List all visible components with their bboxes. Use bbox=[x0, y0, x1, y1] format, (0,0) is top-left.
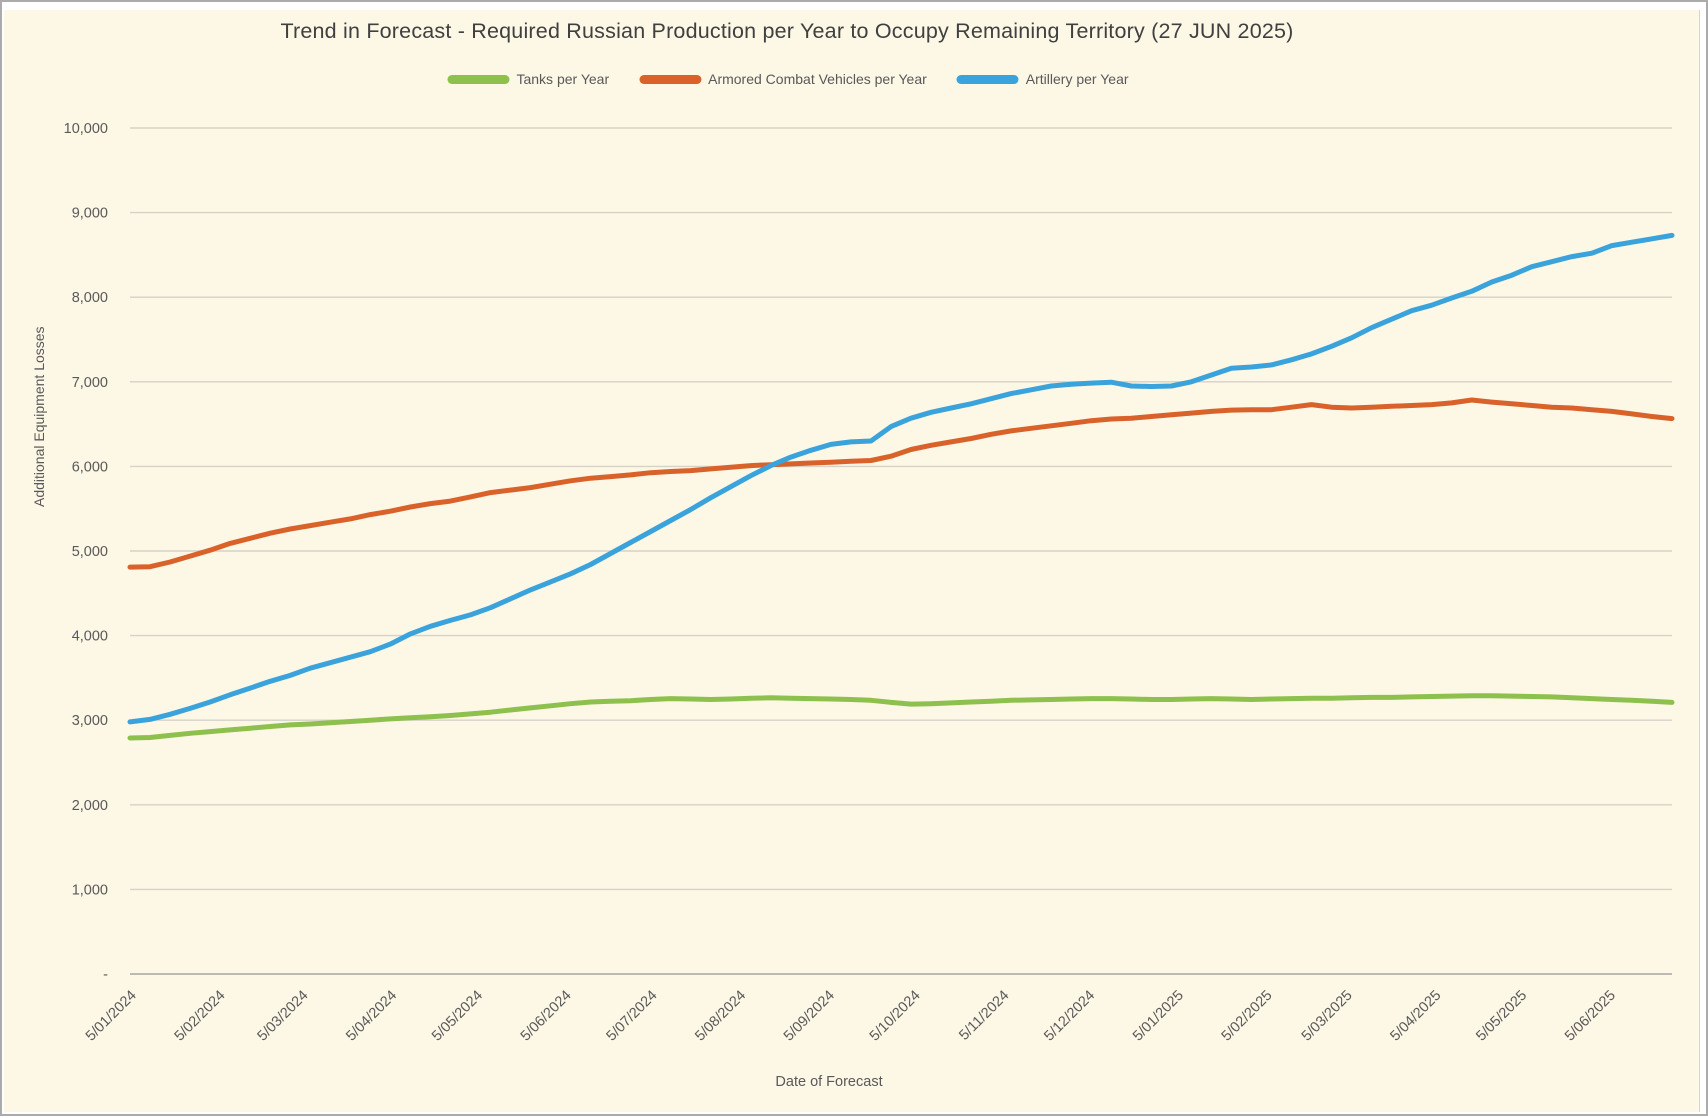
chart-legend: Tanks per Year Armored Combat Vehicles p… bbox=[447, 71, 1129, 87]
y-tick-label: - bbox=[103, 967, 108, 983]
y-tick-label: 9,000 bbox=[72, 206, 108, 222]
legend-label-acv: Armored Combat Vehicles per Year bbox=[708, 71, 927, 87]
y-tick-label: 2,000 bbox=[72, 798, 108, 814]
series-line-tanks-per-year bbox=[127, 693, 1675, 741]
x-tick-label: 5/09/2024 bbox=[781, 988, 838, 1045]
x-tick-label: 5/12/2024 bbox=[1041, 988, 1098, 1045]
y-tick-label: 4,000 bbox=[72, 629, 108, 645]
y-tick-label: 7,000 bbox=[72, 375, 108, 391]
x-tick-label: 5/03/2025 bbox=[1299, 988, 1356, 1045]
x-tick-label: 5/02/2024 bbox=[172, 988, 229, 1045]
x-tick-label: 5/03/2024 bbox=[255, 988, 312, 1045]
x-tick-label: 5/04/2025 bbox=[1387, 988, 1444, 1045]
x-tick-label: 5/04/2024 bbox=[343, 988, 400, 1045]
x-tick-label: 5/10/2024 bbox=[867, 988, 924, 1045]
acv-series-marker-icon bbox=[639, 74, 702, 84]
chart-background bbox=[4, 10, 1700, 1112]
legend-item-tanks: Tanks per Year bbox=[447, 71, 609, 87]
x-tick-label: 5/06/2025 bbox=[1562, 988, 1619, 1045]
legend-label-artillery: Artillery per Year bbox=[1025, 71, 1129, 87]
x-tick-label: 5/01/2024 bbox=[83, 988, 140, 1045]
legend-item-acv: Armored Combat Vehicles per Year bbox=[639, 71, 927, 87]
chart-title: Trend in Forecast - Required Russian Pro… bbox=[280, 19, 1294, 43]
artillery-series-marker-icon bbox=[956, 74, 1019, 84]
x-tick-label: 5/01/2025 bbox=[1130, 988, 1187, 1045]
legend-item-artillery: Artillery per Year bbox=[956, 71, 1129, 87]
x-tick-label: 5/11/2024 bbox=[956, 988, 1012, 1044]
x-tick-label: 5/05/2025 bbox=[1473, 988, 1530, 1045]
x-tick-label: 5/06/2024 bbox=[518, 988, 575, 1045]
legend-label-tanks: Tanks per Year bbox=[516, 71, 610, 87]
y-tick-label: 1,000 bbox=[72, 882, 108, 898]
x-tick-label: 5/08/2024 bbox=[692, 988, 749, 1045]
x-tick-label: 5/02/2025 bbox=[1219, 988, 1276, 1045]
y-tick-label: 3,000 bbox=[72, 713, 108, 729]
y-tick-label: 6,000 bbox=[72, 459, 108, 475]
series-line-artillery-per-year bbox=[127, 232, 1675, 725]
x-tick-label: 5/05/2024 bbox=[429, 988, 486, 1045]
x-axis-title: Date of Forecast bbox=[775, 1074, 883, 1090]
series-line-armored-combat-vehicles-per-year bbox=[127, 397, 1675, 570]
x-tick-label: 5/07/2024 bbox=[604, 988, 661, 1045]
y-tick-label: 8,000 bbox=[72, 290, 108, 306]
tanks-series-marker-icon bbox=[447, 74, 510, 84]
y-tick-label: 10,000 bbox=[64, 121, 108, 137]
y-tick-label: 5,000 bbox=[72, 544, 108, 560]
